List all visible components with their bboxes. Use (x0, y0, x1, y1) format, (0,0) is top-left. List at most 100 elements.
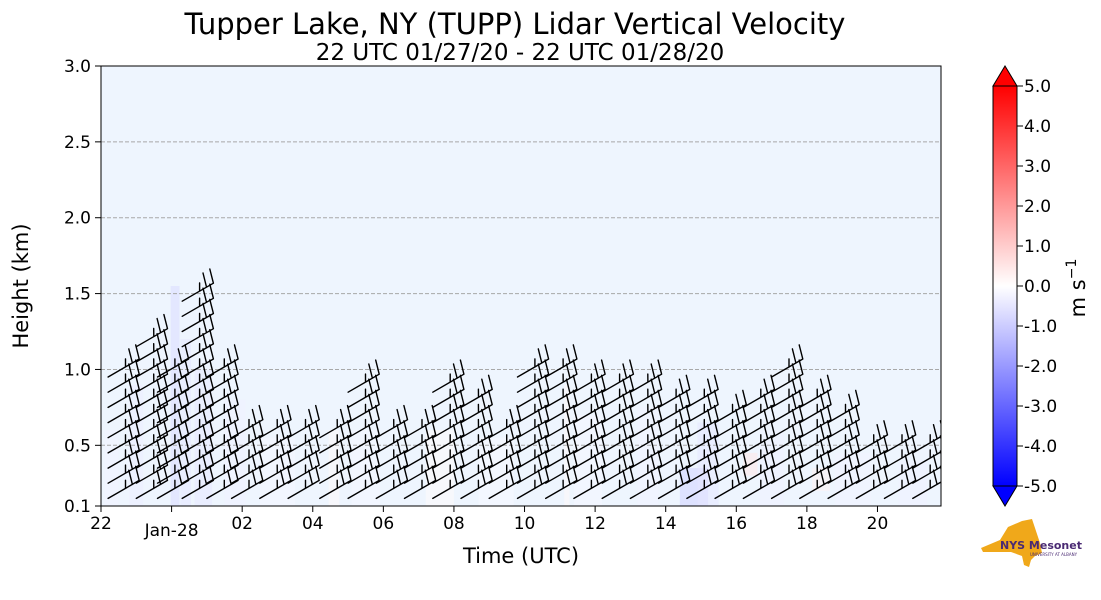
wind-barb (601, 374, 635, 409)
wind-barb (107, 420, 140, 454)
wind-barb (686, 404, 719, 439)
wind-barb (135, 344, 169, 378)
wind-barb (657, 465, 691, 500)
x-tick-label: 20 (867, 514, 889, 534)
wind-barb (545, 435, 578, 469)
wind-barb (156, 389, 190, 424)
wind-barb (545, 359, 578, 393)
wind-barb (827, 389, 860, 424)
wind-barb (573, 404, 606, 439)
wind-barb (107, 435, 140, 469)
wind-barb (770, 374, 804, 409)
wind-barb (657, 450, 691, 484)
wind-barb (460, 450, 493, 484)
wind-barb (432, 420, 465, 454)
wind-barb (573, 420, 606, 454)
x-tick-label: 14 (655, 514, 677, 534)
wind-barb (460, 389, 493, 424)
wind-barb (375, 404, 409, 439)
wind-barb (206, 420, 239, 454)
wind-barb (827, 465, 860, 500)
wind-barb (686, 450, 719, 484)
wind-barb (742, 404, 776, 439)
wind-barb (516, 450, 550, 484)
wind-barb (230, 465, 264, 500)
wind-barb (375, 465, 409, 500)
wind-barb (601, 435, 635, 469)
wind-barb (601, 404, 635, 439)
wind-barb (770, 435, 804, 469)
wind-barb (516, 374, 550, 409)
wind-barb (259, 450, 292, 484)
x-tick-label: 06 (373, 514, 395, 534)
wind-barb (686, 374, 719, 409)
wind-barb (347, 374, 380, 409)
wind-barb (181, 465, 215, 500)
wind-barb (347, 359, 380, 393)
wind-barb (287, 435, 320, 469)
wind-barb (135, 389, 169, 424)
wind-barb (432, 374, 465, 409)
wind-barb (629, 435, 663, 469)
wind-barb (714, 420, 747, 454)
wind-barb (107, 404, 140, 439)
wind-barb (714, 435, 747, 469)
wind-barb (488, 435, 522, 469)
wind-barb (799, 450, 832, 484)
wind-barb (319, 420, 352, 454)
y-axis: 0.1 0.5 1.0 1.5 2.0 2.5 3.0 (64, 57, 101, 517)
wind-barb (460, 420, 493, 454)
x-axis-label: Time (UTC) (462, 544, 579, 568)
wind-barb (912, 465, 941, 500)
wind-barb (714, 404, 747, 439)
wind-barb (799, 465, 832, 500)
y-tick-label: 2.5 (64, 133, 91, 153)
wind-barb (488, 404, 522, 439)
wind-barb (714, 465, 747, 500)
wind-barb (181, 268, 215, 302)
wind-barb (516, 359, 550, 393)
wind-barb (516, 389, 550, 424)
wind-barb (601, 420, 635, 454)
wind-barb (629, 359, 663, 393)
wind-barb (156, 435, 190, 469)
wind-barb (181, 313, 215, 348)
wind-barb (742, 450, 776, 484)
wind-barb (156, 465, 190, 500)
wind-barb (319, 465, 352, 500)
wind-barb (516, 344, 550, 378)
wind-barb (827, 404, 860, 439)
wind-barb (432, 389, 465, 424)
wind-barb (686, 389, 719, 424)
wind-barb (545, 404, 578, 439)
wind-barb (686, 435, 719, 469)
wind-barb (629, 389, 663, 424)
wind-barb (573, 465, 606, 500)
wind-barb (770, 465, 804, 500)
wind-barb (912, 450, 941, 484)
wind-barb (827, 420, 860, 454)
colorbar-tick-label: -5.0 (1024, 477, 1057, 497)
plot-frame (100, 65, 942, 507)
wind-barb (827, 435, 860, 469)
wind-barb (403, 435, 437, 469)
colorbar-tick-label: 3.0 (1024, 157, 1051, 177)
x-tick-label: 10 (514, 514, 536, 534)
wind-barb (770, 389, 804, 424)
wind-barb (206, 465, 239, 500)
wind-barb (156, 420, 190, 454)
wind-barb (259, 435, 292, 469)
wind-barb (601, 450, 635, 484)
x-tick-label: 22 (90, 514, 112, 534)
wind-barb (855, 465, 889, 500)
wind-barb (181, 359, 215, 393)
wind-barb (347, 465, 380, 500)
wind-barb (206, 389, 239, 424)
wind-barb (230, 404, 264, 439)
wind-barb (912, 420, 941, 454)
wind-barb (107, 359, 140, 393)
wind-barb (206, 435, 239, 469)
wind-barb (347, 435, 380, 469)
wind-barb (799, 404, 832, 439)
wind-barb (287, 404, 320, 439)
